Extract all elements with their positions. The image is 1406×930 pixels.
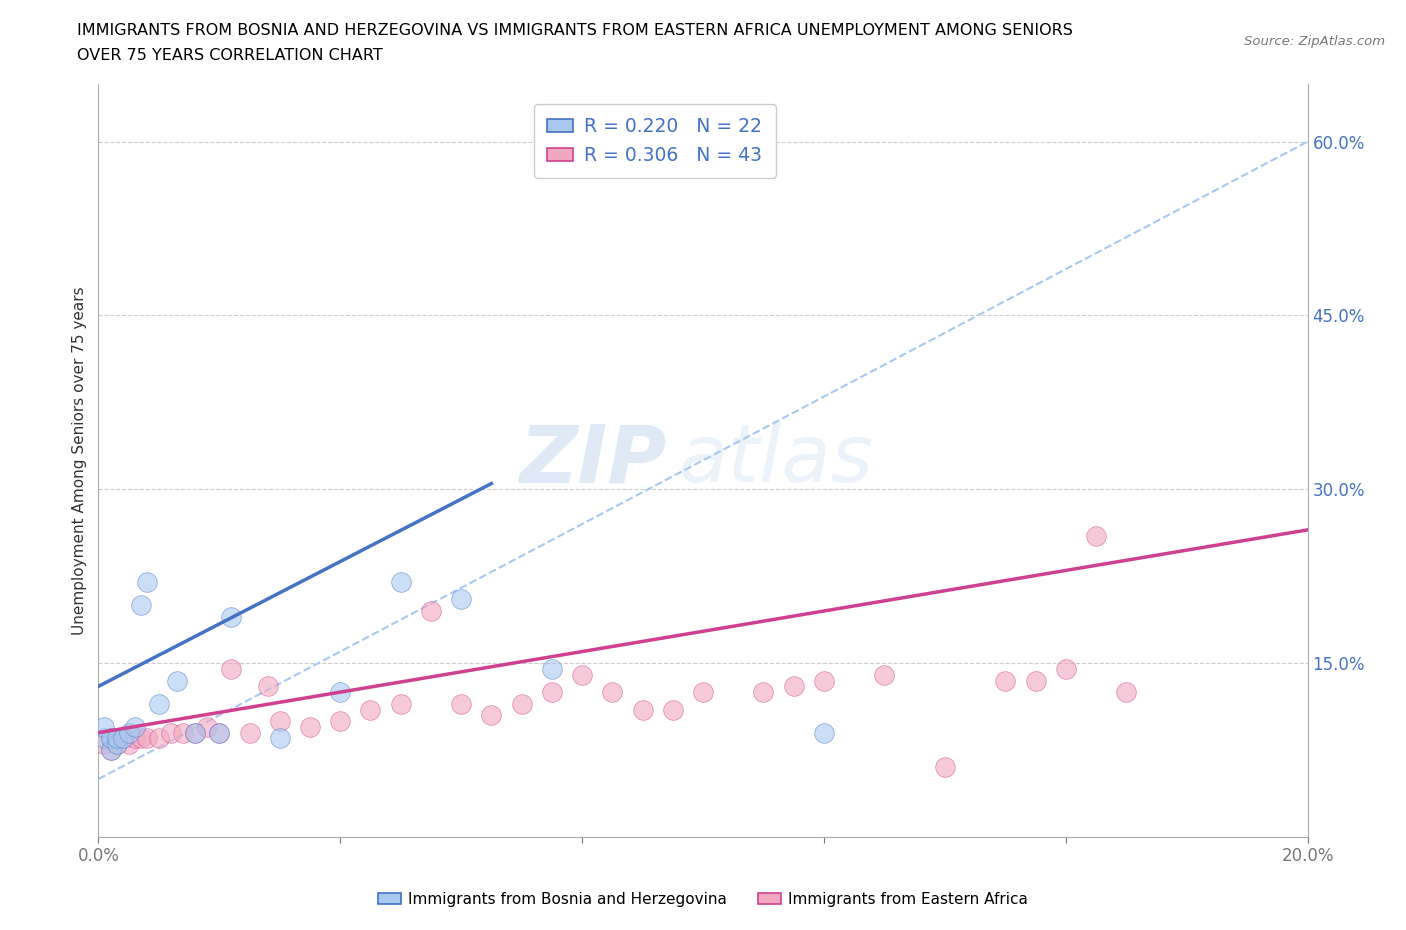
Point [571, 668, 593, 683]
Point [129, 598, 152, 613]
Point [360, 702, 382, 717]
Point [389, 575, 412, 590]
Point [135, 731, 157, 746]
Point [105, 737, 128, 751]
Text: atlas: atlas [679, 421, 873, 499]
Point [631, 702, 654, 717]
Point [184, 725, 207, 740]
Point [450, 592, 472, 607]
Point [221, 661, 243, 676]
Point [450, 697, 472, 711]
Point [100, 743, 122, 758]
Point [269, 713, 291, 728]
Point [389, 697, 412, 711]
Point [118, 725, 141, 740]
Point [105, 737, 128, 751]
Point [994, 673, 1017, 688]
Point [118, 737, 141, 751]
Point [148, 731, 170, 746]
Point [752, 684, 775, 699]
Legend: Immigrants from Bosnia and Herzegovina, Immigrants from Eastern Africa: Immigrants from Bosnia and Herzegovina, … [371, 886, 1035, 913]
Point [100, 731, 122, 746]
Point [783, 679, 806, 694]
Point [93, 720, 115, 735]
Point [93, 737, 115, 751]
Point [208, 725, 231, 740]
Point [111, 731, 134, 746]
Point [510, 697, 533, 711]
Point [1115, 684, 1137, 699]
Point [329, 684, 352, 699]
Point [221, 609, 243, 624]
Point [100, 731, 122, 746]
Point [93, 731, 115, 746]
Point [1024, 673, 1046, 688]
Point [100, 743, 122, 758]
Text: Source: ZipAtlas.com: Source: ZipAtlas.com [1244, 35, 1385, 48]
Point [540, 661, 562, 676]
Point [873, 668, 896, 683]
Point [124, 731, 146, 746]
Legend: R = 0.220   N = 22, R = 0.306   N = 43: R = 0.220 N = 22, R = 0.306 N = 43 [534, 104, 776, 178]
Point [184, 725, 207, 740]
Point [540, 684, 562, 699]
Point [1054, 661, 1077, 676]
Point [256, 679, 278, 694]
Point [166, 673, 188, 688]
Point [692, 684, 714, 699]
Point [105, 731, 128, 746]
Point [299, 720, 322, 735]
Point [661, 702, 683, 717]
Point [269, 731, 291, 746]
Point [420, 604, 443, 618]
Text: OVER 75 YEARS CORRELATION CHART: OVER 75 YEARS CORRELATION CHART [77, 48, 382, 63]
Point [135, 575, 157, 590]
Point [195, 720, 218, 735]
Point [239, 725, 262, 740]
Y-axis label: Unemployment Among Seniors over 75 years: Unemployment Among Seniors over 75 years [72, 286, 87, 634]
Text: ZIP: ZIP [519, 421, 666, 499]
Point [329, 713, 352, 728]
Point [813, 725, 835, 740]
Point [160, 725, 183, 740]
Point [481, 708, 503, 723]
Point [124, 720, 146, 735]
Point [148, 697, 170, 711]
Point [934, 760, 956, 775]
Point [813, 673, 835, 688]
Point [602, 684, 624, 699]
Point [1085, 528, 1108, 543]
Point [172, 725, 194, 740]
Point [208, 725, 231, 740]
Point [111, 731, 134, 746]
Point [129, 731, 152, 746]
Text: IMMIGRANTS FROM BOSNIA AND HERZEGOVINA VS IMMIGRANTS FROM EASTERN AFRICA UNEMPLO: IMMIGRANTS FROM BOSNIA AND HERZEGOVINA V… [77, 23, 1073, 38]
